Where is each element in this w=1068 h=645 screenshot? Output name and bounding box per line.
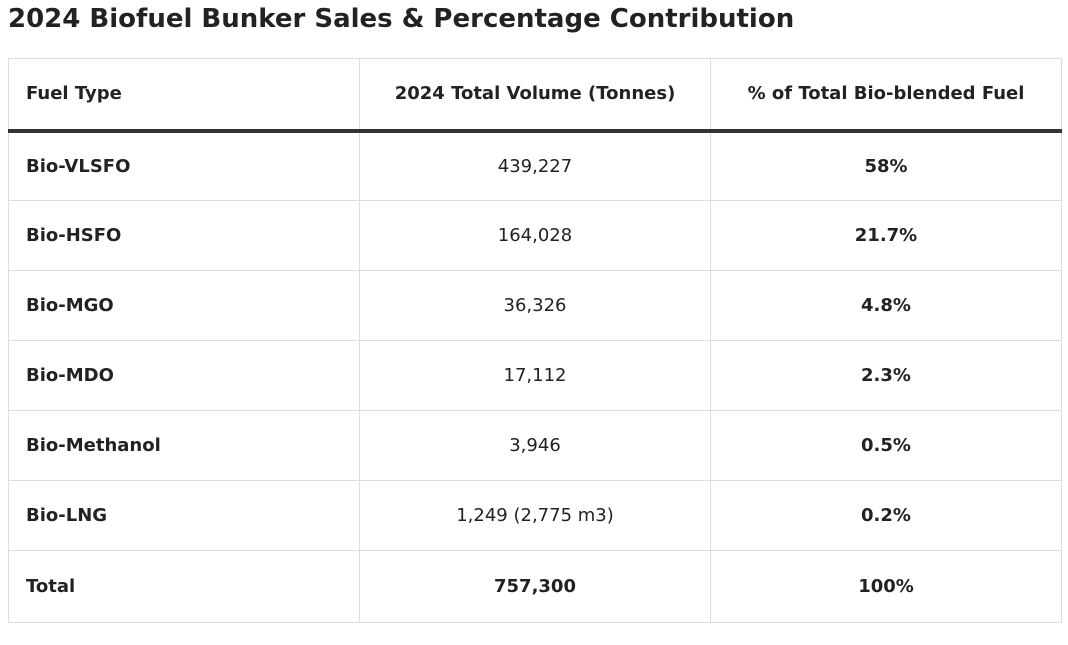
- fuel-type-cell: Bio-MDO: [8, 340, 360, 411]
- volume-cell: 1,249 (2,775 m3): [359, 480, 711, 551]
- total-label-cell: Total: [8, 550, 360, 623]
- volume-cell: 164,028: [359, 200, 711, 271]
- fuel-type-cell: Bio-HSFO: [8, 200, 360, 271]
- percent-cell: 58%: [710, 130, 1062, 201]
- table-row: Bio-HSFO 164,028 21.7%: [8, 200, 1062, 271]
- fuel-type-cell: Bio-Methanol: [8, 410, 360, 481]
- volume-cell: 17,112: [359, 340, 711, 411]
- column-header-percent: % of Total Bio-blended Fuel: [710, 58, 1062, 133]
- table-row: Bio-Methanol 3,946 0.5%: [8, 410, 1062, 481]
- volume-cell: 36,326: [359, 270, 711, 341]
- table-header-row: Fuel Type 2024 Total Volume (Tonnes) % o…: [8, 58, 1062, 133]
- percent-cell: 2.3%: [710, 340, 1062, 411]
- column-header-fuel-type: Fuel Type: [8, 58, 360, 133]
- table-row: Bio-VLSFO 439,227 58%: [8, 130, 1062, 201]
- fuel-type-cell: Bio-MGO: [8, 270, 360, 341]
- percent-cell: 0.2%: [710, 480, 1062, 551]
- percent-cell: 0.5%: [710, 410, 1062, 481]
- total-volume-cell: 757,300: [359, 550, 711, 623]
- fuel-type-cell: Bio-LNG: [8, 480, 360, 551]
- table-row: Bio-LNG 1,249 (2,775 m3) 0.2%: [8, 480, 1062, 551]
- volume-cell: 439,227: [359, 130, 711, 201]
- table-total-row: Total 757,300 100%: [8, 550, 1062, 623]
- table-row: Bio-MDO 17,112 2.3%: [8, 340, 1062, 411]
- biofuel-sales-table: Fuel Type 2024 Total Volume (Tonnes) % o…: [8, 58, 1062, 623]
- total-percent-cell: 100%: [710, 550, 1062, 623]
- volume-cell: 3,946: [359, 410, 711, 481]
- percent-cell: 21.7%: [710, 200, 1062, 271]
- column-header-volume: 2024 Total Volume (Tonnes): [359, 58, 711, 133]
- page-title: 2024 Biofuel Bunker Sales & Percentage C…: [8, 4, 795, 34]
- table-row: Bio-MGO 36,326 4.8%: [8, 270, 1062, 341]
- percent-cell: 4.8%: [710, 270, 1062, 341]
- fuel-type-cell: Bio-VLSFO: [8, 130, 360, 201]
